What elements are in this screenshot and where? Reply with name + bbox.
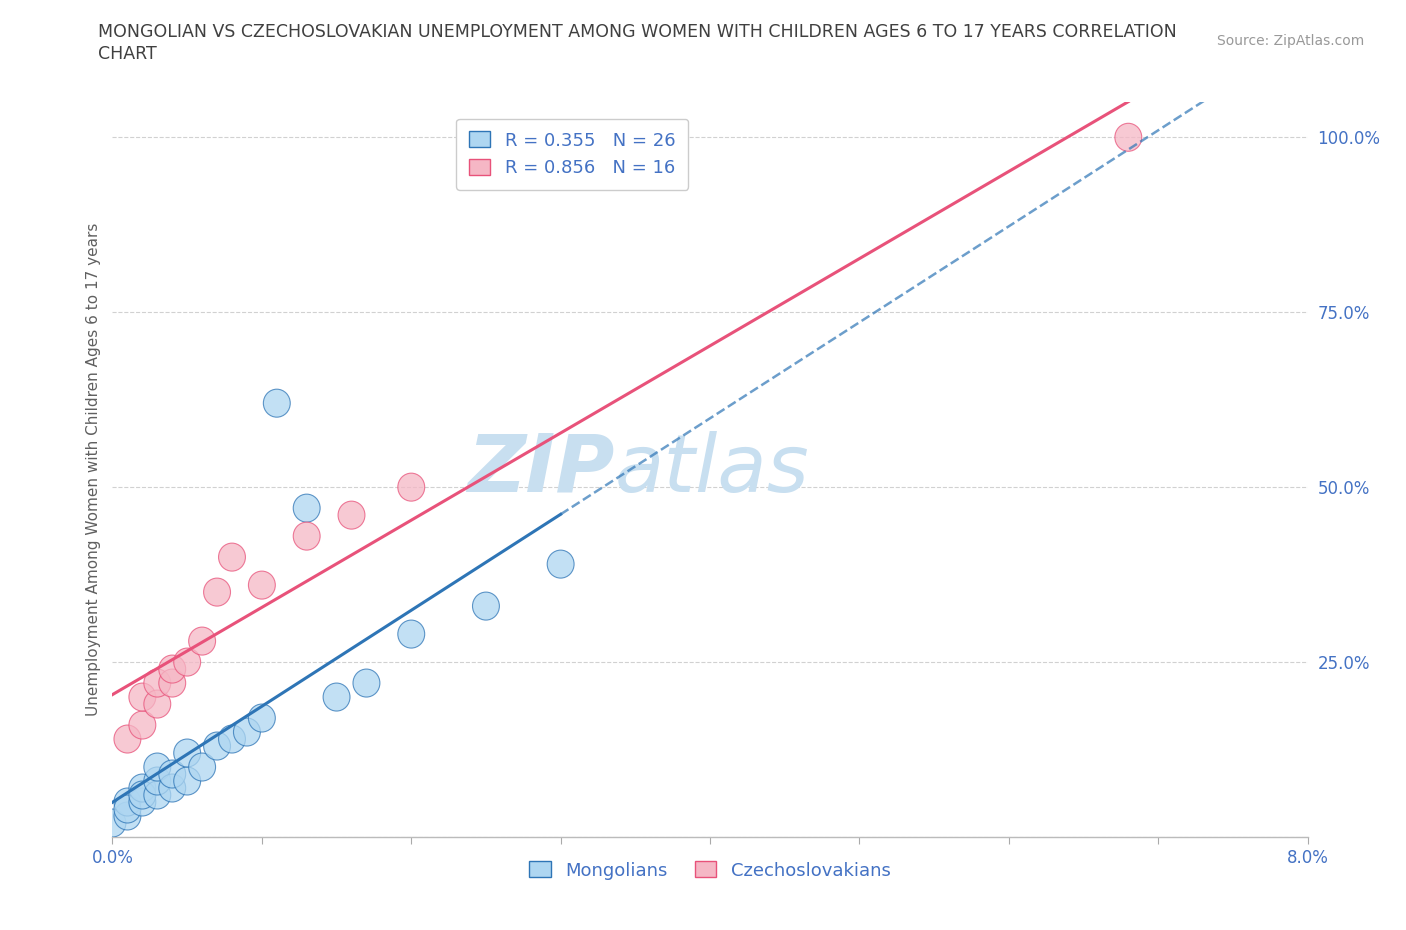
Ellipse shape [353,669,380,698]
Ellipse shape [337,501,366,529]
Ellipse shape [174,648,201,676]
Ellipse shape [249,571,276,599]
Ellipse shape [398,620,425,648]
Ellipse shape [129,711,156,739]
Ellipse shape [188,753,215,781]
Ellipse shape [143,669,170,698]
Legend: Mongolians, Czechoslovakians: Mongolians, Czechoslovakians [522,854,898,886]
Ellipse shape [143,690,170,718]
Ellipse shape [114,802,141,830]
Ellipse shape [129,781,156,809]
Ellipse shape [472,592,499,620]
Ellipse shape [159,669,186,698]
Ellipse shape [188,627,215,655]
Text: ZIP: ZIP [467,431,614,509]
Ellipse shape [174,739,201,767]
Ellipse shape [294,494,321,522]
Ellipse shape [263,389,290,418]
Ellipse shape [249,704,276,732]
Y-axis label: Unemployment Among Women with Children Ages 6 to 17 years: Unemployment Among Women with Children A… [86,223,101,716]
Ellipse shape [143,767,170,795]
Ellipse shape [204,578,231,606]
Ellipse shape [294,522,321,551]
Ellipse shape [204,732,231,760]
Ellipse shape [218,725,246,753]
Ellipse shape [159,655,186,683]
Ellipse shape [547,551,574,578]
Text: CHART: CHART [98,45,157,62]
Ellipse shape [129,774,156,802]
Ellipse shape [233,718,260,746]
Ellipse shape [114,725,141,753]
Ellipse shape [98,809,127,837]
Ellipse shape [143,753,170,781]
Ellipse shape [129,788,156,816]
Ellipse shape [398,473,425,501]
Ellipse shape [129,683,156,711]
Text: Source: ZipAtlas.com: Source: ZipAtlas.com [1216,34,1364,48]
Text: MONGOLIAN VS CZECHOSLOVAKIAN UNEMPLOYMENT AMONG WOMEN WITH CHILDREN AGES 6 TO 17: MONGOLIAN VS CZECHOSLOVAKIAN UNEMPLOYMEN… [98,23,1177,41]
Text: atlas: atlas [614,431,810,509]
Ellipse shape [114,788,141,816]
Ellipse shape [159,760,186,788]
Ellipse shape [323,683,350,711]
Ellipse shape [143,781,170,809]
Ellipse shape [159,774,186,802]
Ellipse shape [174,767,201,795]
Ellipse shape [218,543,246,571]
Ellipse shape [114,795,141,823]
Ellipse shape [1115,124,1142,152]
